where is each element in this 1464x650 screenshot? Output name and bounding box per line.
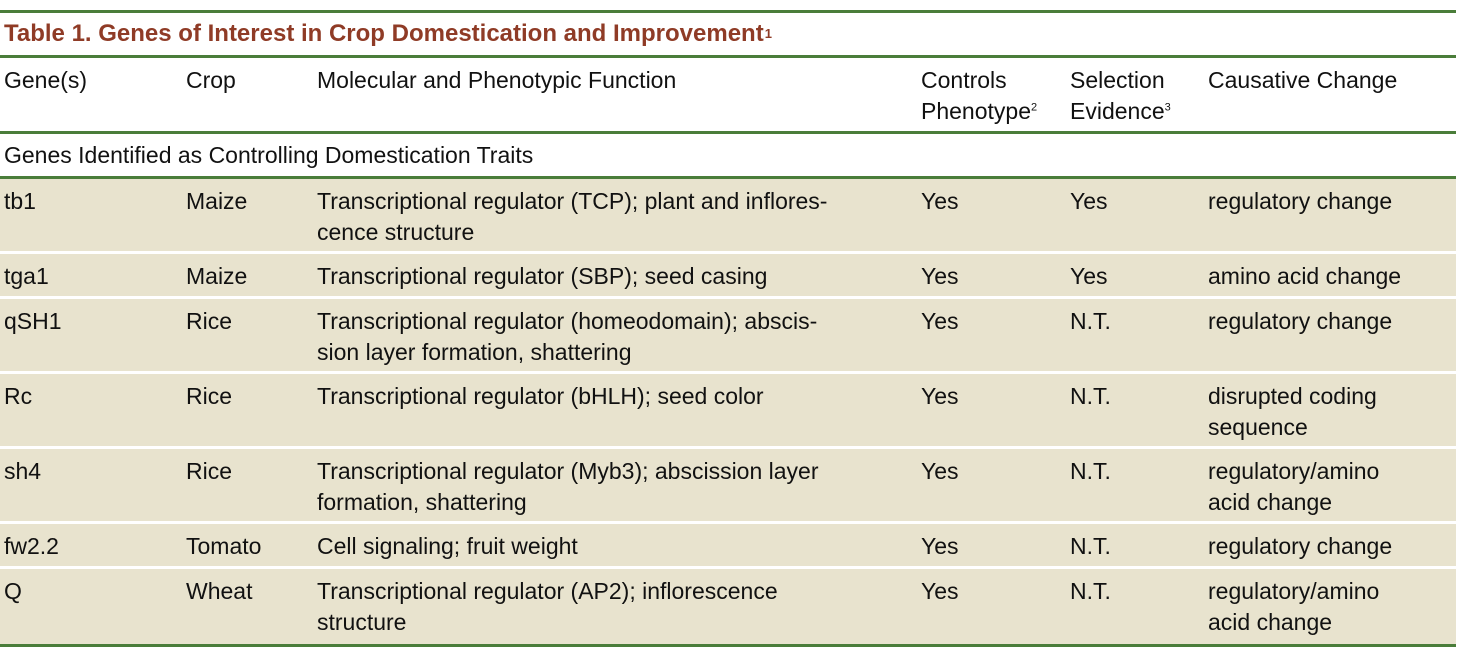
header-selection: Selection Evidence3 (1070, 58, 1208, 131)
cell-crop: Wheat (186, 578, 253, 604)
table-row: fw2.2 Tomato Cell signaling; fruit weight Y… (0, 524, 1456, 569)
cell-change-line2: acid change (1208, 609, 1333, 635)
table-row: tga1 Maize Transcriptional regulator (SBP)… (0, 254, 1456, 299)
cell-change-line1: regulatory change (1208, 533, 1393, 559)
header-bottom-rule (0, 131, 1456, 134)
cell-function-line1: Transcriptional regulator (TCP); plant a… (317, 188, 828, 214)
cell-controls: Yes (921, 188, 959, 214)
controls-footnote: 2 (1030, 101, 1038, 114)
cell-function-line1: Transcriptional regulator (SBP); seed ca… (317, 263, 768, 289)
cell-function: Transcriptional regulator (bHLH); seed c… (317, 374, 921, 446)
cell-function-line2: structure (317, 609, 407, 635)
cell-controls: Yes (921, 263, 959, 289)
cell-function: Transcriptional regulator (TCP); plant a… (317, 179, 921, 251)
cell-change: regulatory change (1208, 524, 1456, 566)
cell-change: amino acid change (1208, 254, 1456, 296)
cell-change: regulatory change (1208, 299, 1456, 371)
table-row: Q Wheat Transcriptional regulator (AP2); i… (0, 569, 1456, 644)
cell-function: Transcriptional regulator (SBP); seed ca… (317, 254, 921, 296)
cell-change-line1: regulatory/amino (1208, 578, 1380, 604)
table-body: tb1 Maize Transcriptional regulator (TCP);… (0, 179, 1456, 644)
cell-controls: Yes (921, 383, 959, 409)
cell-controls: Yes (921, 458, 959, 484)
cell-function: Transcriptional regulator (homeodomain);… (317, 299, 921, 371)
cell-function: Cell signaling; fruit weight (317, 524, 921, 566)
cell-change: regulatory change (1208, 179, 1456, 251)
section-label: Genes Identified as Controlling Domestic… (4, 141, 534, 168)
cell-change: regulatory/amino acid change (1208, 569, 1456, 644)
header-selection-line2: Evidence3 (1070, 98, 1171, 124)
cell-controls: Yes (921, 578, 959, 604)
cell-change-line1: regulatory change (1208, 188, 1393, 214)
selection-footnote: 3 (1164, 101, 1171, 114)
cell-crop: Maize (186, 263, 248, 289)
cell-change-line1: amino acid change (1208, 263, 1402, 289)
cell-gene: tb1 (4, 188, 36, 214)
header-row: Gene(s) Crop Molecular and Phenotypic Fu… (0, 58, 1456, 131)
header-selection-line1: Selection (1070, 67, 1165, 93)
cell-function: Transcriptional regulator (AP2); inflore… (317, 569, 921, 644)
cell-change-line1: disrupted coding (1208, 383, 1377, 409)
table-title: Table 1. Genes of Interest in Crop Domes… (4, 20, 772, 47)
cell-crop: Tomato (186, 533, 262, 559)
cell-function: Transcriptional regulator (Myb3); abscis… (317, 449, 921, 521)
cell-change-line2: sequence (1208, 414, 1308, 440)
cell-gene: fw2.2 (4, 533, 59, 559)
cell-change-line2: acid change (1208, 489, 1333, 515)
table-row: Rc Rice Transcriptional regulator (bHLH); … (0, 374, 1456, 449)
cell-selection: Yes (1070, 263, 1108, 289)
table-title-text: Table 1. Genes of Interest in Crop Domes… (4, 20, 764, 47)
header-controls: Controls Phenotype2 (921, 58, 1070, 131)
cell-change-line1: regulatory change (1208, 308, 1393, 334)
top-rule (0, 10, 1456, 13)
cell-selection: N.T. (1070, 308, 1111, 334)
cell-change-line1: regulatory/amino (1208, 458, 1380, 484)
cell-function-line1: Transcriptional regulator (Myb3); abscis… (317, 458, 819, 484)
bottom-rule (0, 644, 1456, 647)
cell-crop: Rice (186, 383, 233, 409)
section-rule (0, 176, 1456, 179)
cell-function-line1: Transcriptional regulator (bHLH); seed c… (317, 383, 764, 409)
cell-change: disrupted coding sequence (1208, 374, 1456, 446)
table-row: tb1 Maize Transcriptional regulator (TCP);… (0, 179, 1456, 254)
header-controls-line1: Controls (921, 67, 1007, 93)
header-change: Causative Change (1208, 67, 1398, 93)
cell-selection: N.T. (1070, 533, 1111, 559)
cell-function-line1: Cell signaling; fruit weight (317, 533, 578, 559)
cell-selection: N.T. (1070, 578, 1111, 604)
header-function: Molecular and Phenotypic Function (317, 67, 677, 93)
cell-gene: Rc (4, 383, 33, 409)
cell-gene: Q (4, 578, 22, 604)
header-controls-line2: Phenotype2 (921, 98, 1038, 124)
cell-selection: Yes (1070, 188, 1108, 214)
cell-function-line1: Transcriptional regulator (AP2); inflore… (317, 578, 778, 604)
header-gene: Gene(s) (4, 67, 88, 93)
cell-controls: Yes (921, 533, 959, 559)
table-row: sh4 Rice Transcriptional regulator (Myb3);… (0, 449, 1456, 524)
cell-crop: Rice (186, 458, 233, 484)
header-top-rule (0, 55, 1456, 58)
cell-gene: tga1 (4, 263, 49, 289)
cell-crop: Rice (186, 308, 233, 334)
cell-function-line2: formation, shattering (317, 489, 527, 515)
cell-selection: N.T. (1070, 383, 1111, 409)
table-row: qSH1 Rice Transcriptional regulator (homeo… (0, 299, 1456, 374)
cell-function-line1: Transcriptional regulator (homeodomain);… (317, 308, 818, 334)
cell-controls: Yes (921, 308, 959, 334)
cell-function-line2: cence structure (317, 219, 475, 245)
cell-change: regulatory/amino acid change (1208, 449, 1456, 521)
cell-gene: sh4 (4, 458, 42, 484)
cell-selection: N.T. (1070, 458, 1111, 484)
header-crop: Crop (186, 67, 236, 93)
cell-gene: qSH1 (4, 308, 62, 334)
cell-function-line2: sion layer formation, shattering (317, 339, 632, 365)
cell-crop: Maize (186, 188, 248, 214)
